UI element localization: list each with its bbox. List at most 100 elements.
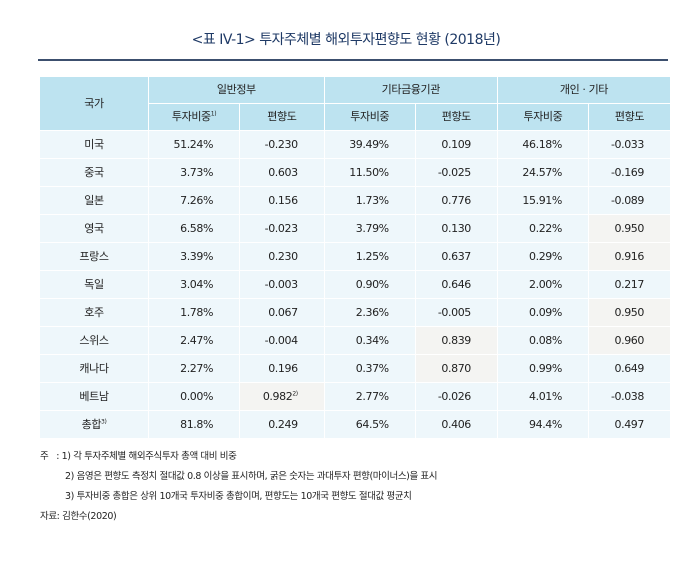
cell-value: 0.22% <box>529 221 562 235</box>
header-share-label: 투자비중 <box>171 110 211 123</box>
footnote-3: 3) 투자비중 총합은 상위 10개국 투자비중 총합이며, 편향도는 10개국… <box>65 491 412 502</box>
country-name: 캐나다 <box>79 361 109 375</box>
country-cell: 베트남 <box>40 382 149 411</box>
cell-value: 0.497 <box>614 417 645 431</box>
bias-cell: 0.230 <box>239 242 325 271</box>
cell-value: 1.25% <box>355 249 389 263</box>
cell-value: 0.09% <box>529 305 562 319</box>
cell-value: 39.49% <box>349 137 389 151</box>
country-cell: 일본 <box>40 186 149 215</box>
bias-cell: -0.038 <box>588 382 670 411</box>
cell-value: 7.26% <box>180 193 214 207</box>
table-row: 영국 6.58% -0.023 3.79% 0.130 0.22% 0.950 <box>40 214 670 243</box>
cell-value: 81.8% <box>180 417 214 431</box>
cell-value: 0.649 <box>614 361 645 375</box>
cell-value: 15.91% <box>522 193 562 207</box>
country-cell: 중국 <box>40 158 149 187</box>
share-cell: 0.34% <box>324 326 416 355</box>
cell-value: 1.73% <box>355 193 389 207</box>
country-name: 호주 <box>84 305 104 319</box>
footnotes: 주 : 1) 각 투자주체별 해외주식투자 총액 대비 비중 2) 음영은 편향… <box>40 447 670 527</box>
share-cell: 0.37% <box>324 354 416 383</box>
table-row: 총합3) 81.8% 0.249 64.5% 0.406 94.4% 0.497 <box>40 410 670 439</box>
bias-cell: 0.249 <box>239 410 325 439</box>
cell-value: 0.916 <box>614 249 645 263</box>
header-group: 일반정부 <box>148 77 325 104</box>
cell-value: 0.156 <box>268 193 298 207</box>
notes-label: 주 <box>40 451 49 462</box>
cell-value: -0.005 <box>437 305 471 319</box>
footnote-marker: 3) <box>101 417 107 425</box>
share-cell: 0.22% <box>497 214 589 243</box>
share-cell: 94.4% <box>497 410 589 439</box>
header-group: 기타금융기관 <box>324 77 498 104</box>
share-cell: 2.27% <box>148 354 241 383</box>
country-cell: 호주 <box>40 298 149 327</box>
cell-value: 0.839 <box>441 333 471 347</box>
cell-value: 11.50% <box>349 165 389 179</box>
bias-table: 국가 일반정부 기타금융기관 개인 · 기타 투자비중1) 편향도 투자비중 편… <box>40 77 670 439</box>
table-row: 미국 51.24% -0.230 39.49% 0.109 46.18% -0.033 <box>40 130 670 159</box>
cell-value: 0.90% <box>355 277 389 291</box>
cell-value: 3.73% <box>180 165 214 179</box>
cell-value: 0.067 <box>268 305 298 319</box>
table-row: 베트남 0.00% 0.9822) 2.77% -0.026 4.01% -0.038 <box>40 382 670 411</box>
bias-cell: -0.026 <box>415 382 498 411</box>
cell-value: 0.950 <box>614 221 645 235</box>
bias-cell: 0.950 <box>588 298 670 327</box>
cell-value: 0.109 <box>441 137 471 151</box>
header-share: 투자비중1) <box>148 103 241 131</box>
source: 자료: 김한수(2020) <box>40 511 117 522</box>
bias-cell: 0.067 <box>239 298 325 327</box>
header-share: 투자비중 <box>324 103 416 131</box>
bias-cell: 0.406 <box>415 410 498 439</box>
cell-value: -0.026 <box>437 389 471 403</box>
cell-value: 0.603 <box>268 165 298 179</box>
cell-value: 2.47% <box>180 333 214 347</box>
header-bias: 편향도 <box>588 103 670 131</box>
cell-value: 0.960 <box>614 333 645 347</box>
cell-value: 3.79% <box>355 221 389 235</box>
bias-cell: 0.9822) <box>239 382 325 411</box>
country-name: 영국 <box>84 221 104 235</box>
bias-cell: 0.217 <box>588 270 670 299</box>
bias-cell: 0.130 <box>415 214 498 243</box>
country-name: 베트남 <box>79 389 109 403</box>
bias-cell: -0.004 <box>239 326 325 355</box>
cell-value: -0.023 <box>264 221 298 235</box>
share-cell: 81.8% <box>148 410 241 439</box>
cell-value: 0.637 <box>441 249 471 263</box>
header-bias: 편향도 <box>415 103 498 131</box>
cell-value: -0.038 <box>610 389 644 403</box>
share-cell: 4.01% <box>497 382 589 411</box>
cell-value: -0.230 <box>264 137 298 151</box>
country-cell: 스위스 <box>40 326 149 355</box>
footnote-1: 주 : 1) 각 투자주체별 해외주식투자 총액 대비 비중 <box>40 447 670 467</box>
cell-value: 0.00% <box>180 389 214 403</box>
bias-cell: 0.196 <box>239 354 325 383</box>
cell-value: -0.025 <box>437 165 471 179</box>
country-cell: 프랑스 <box>40 242 149 271</box>
bias-cell: 0.950 <box>588 214 670 243</box>
bias-cell: -0.230 <box>239 130 325 159</box>
footnote-marker: 2) <box>292 389 298 397</box>
cell-value: 46.18% <box>522 137 562 151</box>
header-country: 국가 <box>40 77 149 131</box>
cell-value: -0.003 <box>264 277 298 291</box>
cell-value: 0.217 <box>614 277 645 291</box>
cell-value: 2.77% <box>355 389 389 403</box>
bias-cell: -0.033 <box>588 130 670 159</box>
cell-value: 0.230 <box>268 249 298 263</box>
cell-value: 0.130 <box>441 221 471 235</box>
cell-value: 24.57% <box>522 165 562 179</box>
share-cell: 46.18% <box>497 130 589 159</box>
header-group: 개인 · 기타 <box>497 77 670 104</box>
cell-value: 0.196 <box>268 361 298 375</box>
country-name: 일본 <box>84 193 104 207</box>
cell-value: 0.406 <box>441 417 471 431</box>
cell-value: 4.01% <box>529 389 562 403</box>
share-cell: 51.24% <box>148 130 241 159</box>
cell-value: 1.78% <box>180 305 214 319</box>
cell-value: 0.249 <box>268 417 298 431</box>
share-cell: 64.5% <box>324 410 416 439</box>
